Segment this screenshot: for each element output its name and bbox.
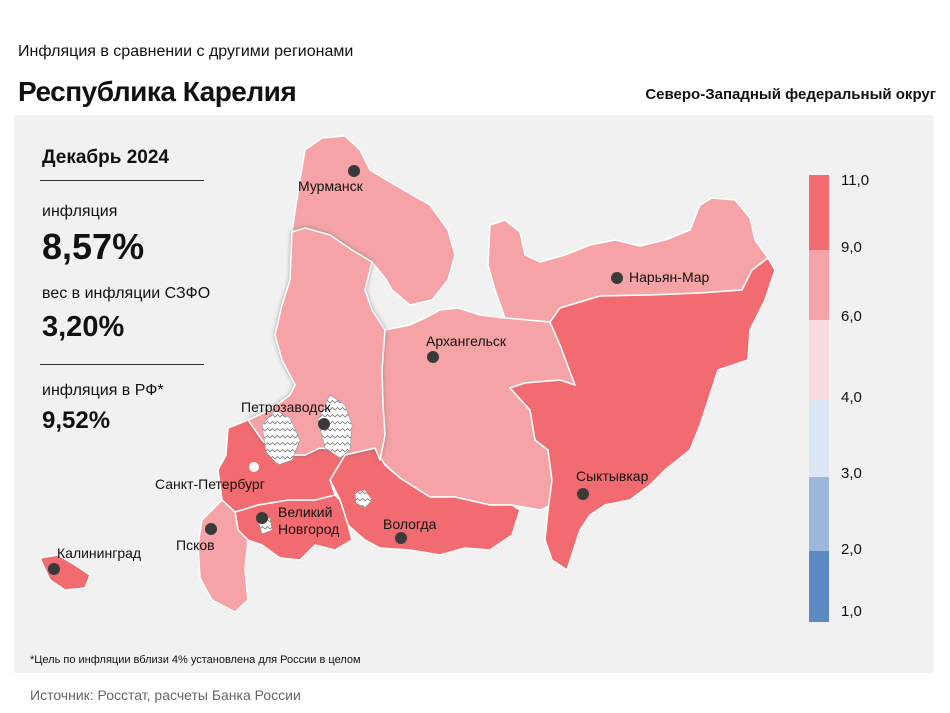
legend-swatch xyxy=(809,477,829,551)
city-label: Архангельск xyxy=(426,333,507,349)
legend-swatch xyxy=(809,551,829,622)
chart-subtitle: Инфляция в сравнении с другими регионами xyxy=(18,43,354,60)
region-komi xyxy=(509,257,776,571)
city-dot-veliky-novgorod xyxy=(256,512,268,524)
city-label: Мурманск xyxy=(298,178,364,194)
legend-tick: 1,0 xyxy=(841,603,862,620)
city-markers xyxy=(48,165,623,575)
city-label: Вологда xyxy=(383,516,437,532)
rf-inflation-value: 9,52% xyxy=(42,407,111,434)
city-dot-petrozavodsk xyxy=(318,418,330,430)
city-label: Санкт-Петербург xyxy=(155,476,265,492)
city-label: Петрозаводск xyxy=(241,399,331,415)
city-dot-saint-petersburg xyxy=(247,460,261,474)
legend-tick: 2,0 xyxy=(841,541,862,558)
weight-label: вес в инфляции СЗФО xyxy=(42,285,211,302)
legend-swatch xyxy=(809,320,829,400)
city-label: Сыктывкар xyxy=(576,468,649,484)
legend-swatch xyxy=(809,400,829,477)
inflation-value: 8,57% xyxy=(42,226,145,267)
lakes xyxy=(257,394,373,535)
city-label: Калининград xyxy=(57,545,141,561)
legend-tick: 9,0 xyxy=(841,239,862,256)
city-dot-pskov xyxy=(205,523,217,535)
period-label: Декабрь 2024 xyxy=(42,147,169,168)
city-dot-murmansk xyxy=(348,165,360,177)
rf-inflation-label: инфляция в РФ* xyxy=(42,382,164,399)
city-label: Новгород xyxy=(278,521,339,537)
divider xyxy=(40,180,204,181)
footnote: *Цель по инфляции вблизи 4% установлена … xyxy=(30,654,361,666)
district-name: Северо-Западный федеральный округ xyxy=(645,86,936,103)
legend-tick: 4,0 xyxy=(841,389,862,406)
legend-tick: 3,0 xyxy=(841,465,862,482)
city-label: Великий xyxy=(278,504,332,520)
city-dot-naryan-mar xyxy=(611,272,623,284)
divider xyxy=(40,364,204,365)
city-label: Нарьян-Мар xyxy=(629,269,710,285)
region-vologda xyxy=(329,447,521,556)
city-dot-arkhangelsk xyxy=(427,351,439,363)
color-legend xyxy=(809,175,829,622)
region-title: Республика Карелия xyxy=(18,76,297,107)
legend-swatch xyxy=(809,175,829,250)
city-dot-kaliningrad xyxy=(48,563,60,575)
city-dot-syktyvkar xyxy=(577,488,589,500)
legend-tick: 6,0 xyxy=(841,308,862,325)
legend-tick: 11,0 xyxy=(841,172,870,189)
inflation-label: инфляция xyxy=(42,203,118,220)
source-note: Источник: Росстат, расчеты Банка России xyxy=(30,687,301,703)
weight-value: 3,20% xyxy=(42,311,125,343)
city-label: Псков xyxy=(176,537,215,553)
city-dot-vologda xyxy=(395,532,407,544)
city-labels: Мурманск Нарьян-Мар Архангельск Петрозав… xyxy=(57,178,710,561)
legend-swatch xyxy=(809,250,829,320)
